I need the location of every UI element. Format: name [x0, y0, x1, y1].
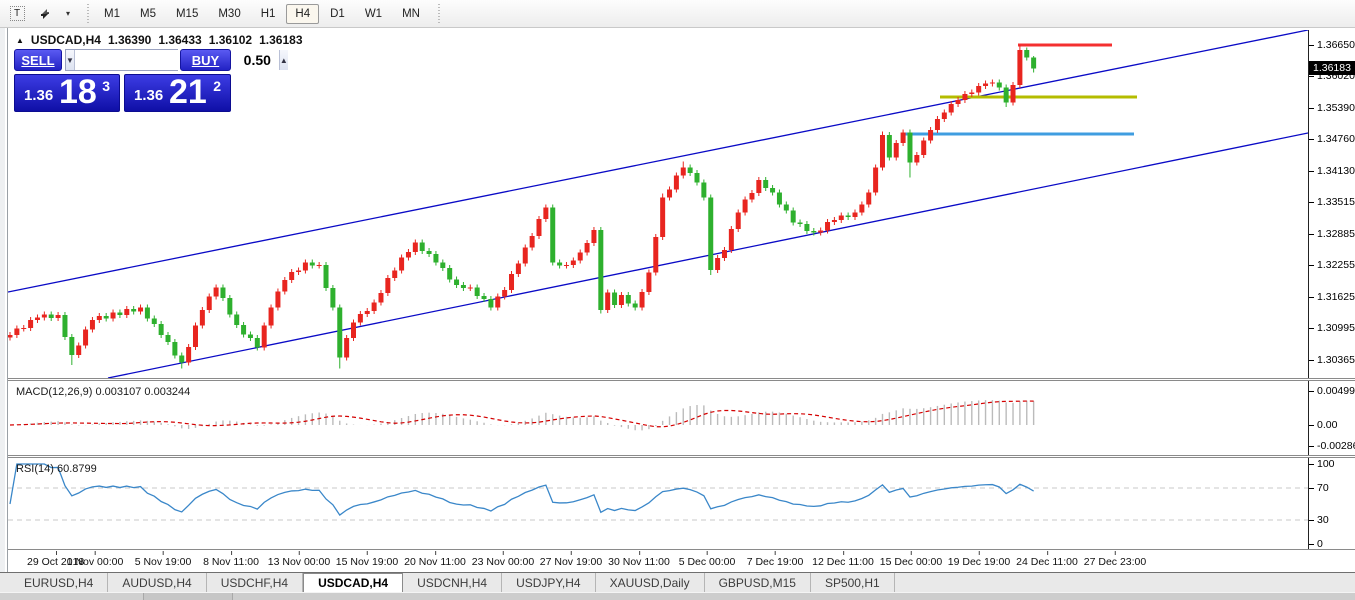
tab-usdcnh-h4[interactable]: USDCNH,H4 [403, 573, 503, 592]
timeframe-m30-button[interactable]: M30 [218, 7, 241, 20]
timeframe-m15-button[interactable]: M15 [175, 7, 199, 20]
tab-audusd-h4[interactable]: AUDUSD,H4 [108, 573, 207, 592]
sell-button[interactable]: SELL [14, 49, 62, 71]
collapse-triangle-icon[interactable]: ▲ [16, 35, 24, 45]
arrange-arrows-icon [41, 8, 49, 19]
timeframe-mn-button[interactable]: MN [402, 7, 420, 20]
high-value: 1.36433 [158, 33, 202, 47]
price-axis-label: 1.32255 [1309, 259, 1355, 271]
buy-button[interactable]: BUY [180, 49, 231, 71]
time-axis-label: 29 Oct 2018 [27, 551, 85, 568]
time-axis-label: 19 Dec 19:00 [947, 551, 1011, 568]
time-axis-label: 13 Nov 00:00 [267, 551, 331, 568]
price-axis-label: 1.34130 [1309, 165, 1355, 177]
tab-gbpusd-m15[interactable]: GBPUSD,M15 [705, 573, 811, 592]
panel-divider[interactable] [8, 549, 1355, 551]
tab-usdjpy-h4[interactable]: USDJPY,H4 [502, 573, 596, 592]
timeframe-m5-button[interactable]: M5 [139, 7, 156, 20]
taskbar-segment [232, 593, 1355, 600]
toolbar-separator [87, 3, 89, 24]
tab-usdcad-h4[interactable]: USDCAD,H4 [303, 573, 404, 592]
price-axis-label: 1.32885 [1309, 228, 1355, 240]
rsi-indicator-label: RSI(14) 60.8799 [16, 463, 97, 475]
chevron-down-icon[interactable]: ▾ [65, 9, 70, 18]
panel-divider[interactable] [8, 378, 1355, 381]
price-axis-label: 1.31625 [1309, 291, 1355, 303]
price-axis-label: 1.36650 [1309, 39, 1355, 51]
price-axis-label: 1.34760 [1309, 133, 1355, 145]
time-axis-label: 5 Dec 00:00 [678, 551, 736, 568]
price-axis-label: 0 [1309, 538, 1323, 550]
text-label-tool-button[interactable]: T [6, 4, 28, 24]
current-price-badge: 1.36183 [1309, 61, 1355, 75]
time-axis-label: 15 Nov 19:00 [335, 551, 399, 568]
tab-eurusd-h4[interactable]: EURUSD,H4 [10, 573, 109, 592]
close-value: 1.36183 [259, 33, 303, 47]
volume-increase-icon[interactable]: ▲ [278, 50, 288, 70]
price-axis-label: 70 [1309, 482, 1329, 494]
time-axis-label: 20 Nov 11:00 [404, 551, 466, 568]
price-axis[interactable]: 1.36183 1.36650 1.36020 1.35390 1.34760 1.34… [1308, 30, 1355, 551]
tab-xauusd-daily[interactable]: XAUUSD,Daily [596, 573, 705, 592]
chart-canvas[interactable] [8, 30, 1308, 549]
price-axis-label: 1.30365 [1309, 354, 1355, 366]
buy-price-prefix: 1.36 [134, 87, 164, 104]
time-axis-label: 23 Nov 00:00 [471, 551, 535, 568]
timeframe-h4-button[interactable]: H4 [286, 3, 320, 24]
time-axis-label: 8 Nov 11:00 [203, 551, 259, 568]
time-axis-label: 30 Nov 11:00 [608, 551, 670, 568]
price-axis-label: 0.00 [1308, 419, 1338, 431]
macd-indicator-label: MACD(12,26,9) 0.003107 0.003244 [16, 386, 191, 398]
price-axis-label: 1.30995 [1309, 322, 1355, 334]
volume-input[interactable] [74, 50, 279, 70]
price-axis-label: 0.004999 [1309, 385, 1355, 397]
chart-tab-bar: EURUSD,H4 AUDUSD,H4 USDCHF,H4 USDCAD,H4 … [0, 572, 1355, 592]
low-value: 1.36102 [208, 33, 253, 47]
top-toolbar: T ▾ M1 M5 M15 M30 H1 H4 D1 W1 MN [0, 0, 1355, 28]
one-click-trade-panel: SELL ▼ ▲ BUY 1.36 18 3 1.36 21 2 [14, 49, 288, 112]
window-left-frame [0, 28, 8, 572]
taskbar-strip [0, 592, 1355, 600]
buy-price-point: 2 [213, 78, 221, 94]
time-axis-label: 1 Nov 00:00 [66, 551, 124, 568]
time-axis-label: 24 Dec 11:00 [1016, 551, 1078, 568]
price-axis-label: 1.33515 [1309, 196, 1355, 208]
sell-price-prefix: 1.36 [24, 87, 54, 104]
buy-price-button[interactable]: 1.36 21 2 [124, 73, 231, 112]
panel-divider[interactable] [8, 455, 1355, 458]
timeframe-h1-button[interactable]: H1 [260, 7, 276, 20]
tab-usdchf-h4[interactable]: USDCHF,H4 [207, 573, 304, 592]
volume-decrease-icon[interactable]: ▼ [66, 50, 75, 70]
tab-sp500-h1[interactable]: SP500,H1 [811, 573, 895, 592]
price-axis-label: -0.002868 [1308, 440, 1355, 452]
sell-price-button[interactable]: 1.36 18 3 [14, 73, 120, 112]
timeframe-w1-button[interactable]: W1 [364, 7, 383, 20]
taskbar-segment [0, 593, 143, 600]
time-axis[interactable]: 29 Oct 2018 1 Nov 00:00 5 Nov 19:00 8 Nov 1… [8, 551, 1308, 572]
symbol-period-label: USDCAD,H4 [30, 33, 101, 47]
price-axis-label: 30 [1309, 514, 1329, 526]
price-axis-label: 1.35390 [1309, 102, 1355, 114]
volume-stepper: ▼ ▲ [65, 49, 288, 71]
time-axis-label: 7 Dec 19:00 [746, 551, 804, 568]
open-value: 1.36390 [107, 33, 152, 47]
sell-price-pips: 18 [59, 73, 97, 111]
time-axis-label: 27 Dec 23:00 [1083, 551, 1147, 568]
taskbar-segment [143, 593, 232, 600]
time-axis-label: 27 Nov 19:00 [539, 551, 603, 568]
arrange-arrows-button[interactable] [34, 4, 56, 24]
symbol-ohlc-header: ▲ USDCAD,H4 1.36390 1.36433 1.36102 1.36… [16, 33, 303, 47]
text-tool-icon: T [9, 6, 25, 21]
buy-price-pips: 21 [169, 73, 207, 111]
time-axis-label: 15 Dec 00:00 [879, 551, 943, 568]
time-axis-label: 5 Nov 19:00 [134, 551, 192, 568]
chart-window [8, 28, 1355, 572]
price-axis-label: 100 [1309, 458, 1335, 470]
timeframe-d1-button[interactable]: D1 [330, 7, 345, 20]
timeframe-m1-button[interactable]: M1 [104, 7, 120, 20]
time-axis-label: 12 Dec 11:00 [812, 551, 874, 568]
toolbar-separator [437, 3, 440, 24]
sell-price-point: 3 [102, 78, 110, 94]
